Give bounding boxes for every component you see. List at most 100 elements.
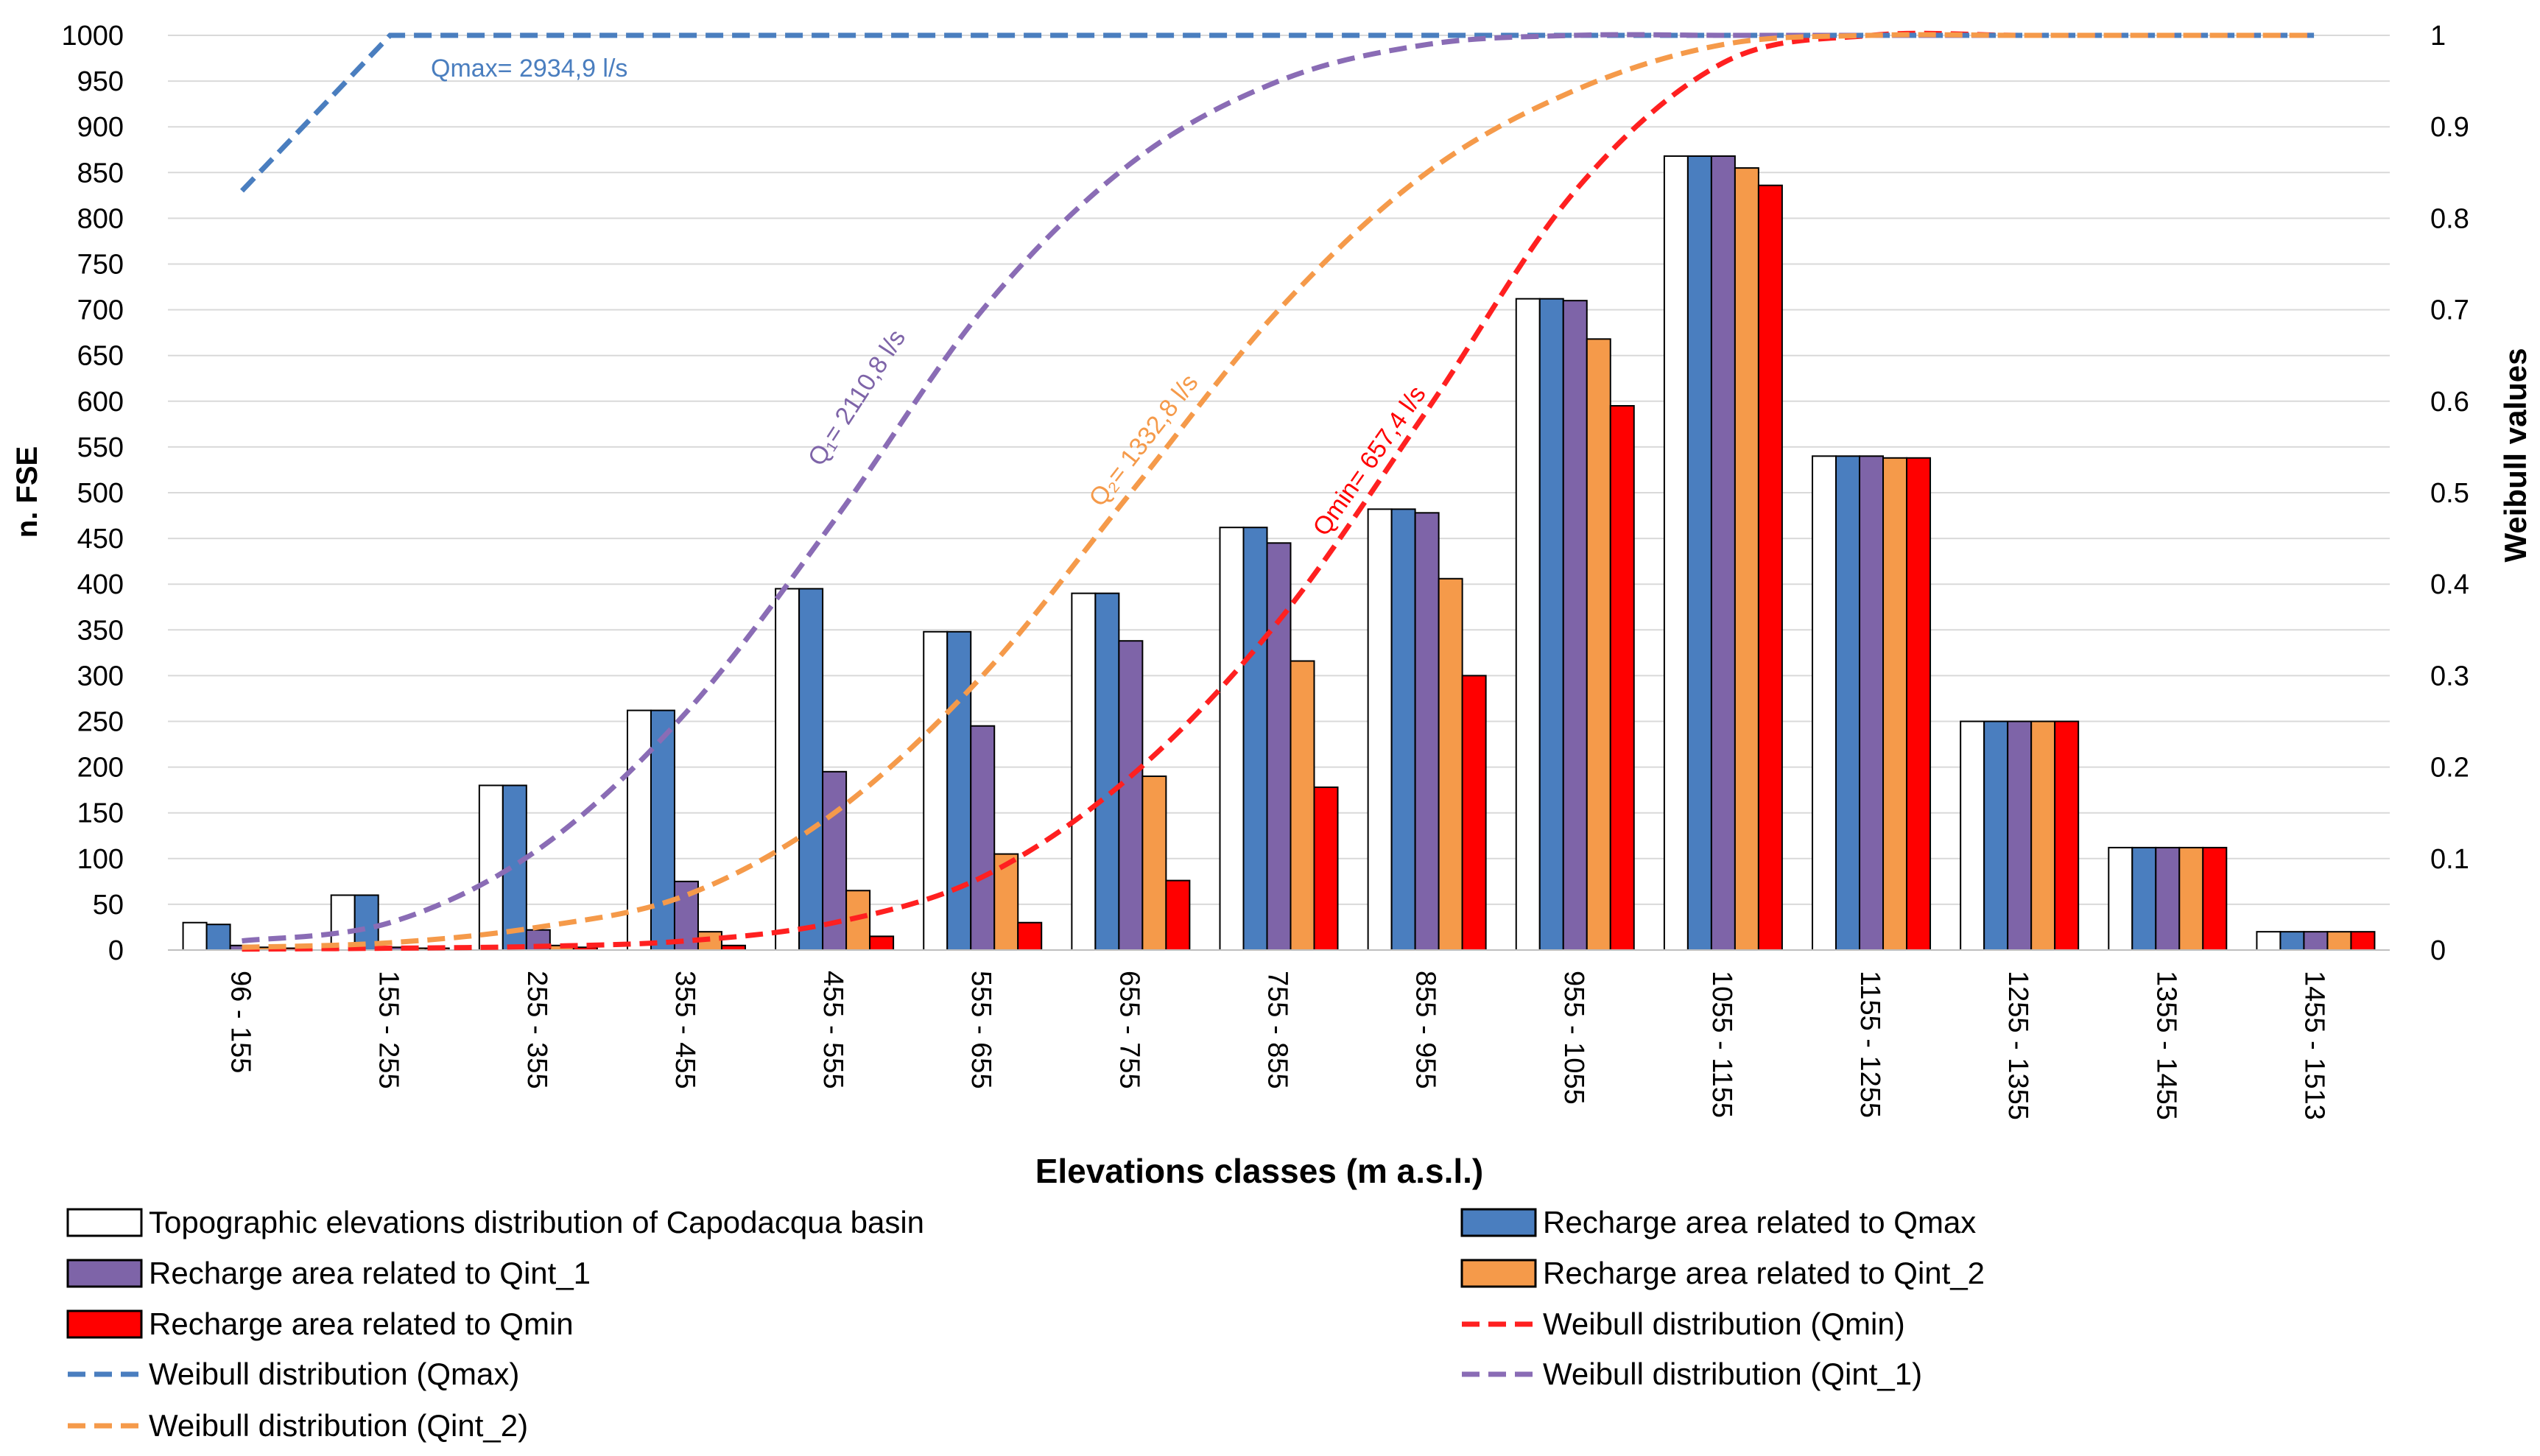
y2-tick-label: 0 bbox=[2430, 935, 2446, 966]
bar bbox=[798, 588, 824, 951]
y2-tick-label: 0.5 bbox=[2430, 478, 2469, 509]
bar bbox=[775, 588, 801, 951]
bar bbox=[869, 935, 895, 951]
y2-tick-label: 0.8 bbox=[2430, 203, 2469, 234]
legend-swatch bbox=[1460, 1208, 1537, 1237]
y2-axis-ticks: 0 0.1 0.2 0.3 0.4 0.5 0.6 0.7 0.8 0.9 1 bbox=[2430, 21, 2469, 966]
bar bbox=[1710, 155, 1736, 952]
legend-label: Recharge area related to Qmin bbox=[149, 1306, 574, 1341]
y2-tick-label: 0.4 bbox=[2430, 569, 2469, 600]
y-tick-label: 750 bbox=[77, 250, 124, 281]
bars bbox=[182, 155, 2376, 952]
y-tick-label: 250 bbox=[77, 707, 124, 738]
y2-tick-label: 0.9 bbox=[2430, 112, 2469, 143]
bar bbox=[1562, 300, 1588, 951]
bar bbox=[2303, 931, 2329, 952]
x-tick-label: 1255 - 1355 bbox=[2002, 971, 2033, 1120]
y-tick-label: 650 bbox=[77, 341, 124, 372]
y-tick-label: 600 bbox=[77, 387, 124, 418]
bar bbox=[182, 921, 208, 951]
bar bbox=[946, 630, 972, 951]
y-tick-label: 700 bbox=[77, 295, 124, 326]
y-axis-title: n. FSE bbox=[11, 446, 43, 538]
annotation-qmax: Qmax= 2934,9 l/s bbox=[431, 54, 627, 82]
y-tick-label: 200 bbox=[77, 753, 124, 784]
bar bbox=[1367, 508, 1393, 951]
bar bbox=[1538, 298, 1564, 952]
weibull-line bbox=[240, 32, 2316, 193]
y-tick-label: 0 bbox=[108, 935, 124, 966]
bar bbox=[2279, 931, 2305, 952]
bar bbox=[1219, 527, 1245, 951]
legend-swatch bbox=[66, 1309, 143, 1339]
bar bbox=[2108, 846, 2133, 951]
y-tick-label: 100 bbox=[77, 844, 124, 875]
bar bbox=[1414, 512, 1440, 951]
weibull-lines bbox=[240, 30, 2316, 952]
y2-tick-label: 0.3 bbox=[2430, 661, 2469, 692]
bar bbox=[1663, 155, 1689, 952]
bar bbox=[2178, 846, 2204, 951]
legend-label: Topographic elevations distribution of C… bbox=[149, 1205, 924, 1239]
legend-swatch bbox=[66, 1208, 143, 1237]
legend-label: Recharge area related to Qint_2 bbox=[1543, 1256, 1985, 1290]
bar bbox=[1609, 405, 1635, 951]
bar bbox=[1071, 592, 1097, 951]
bar bbox=[1290, 660, 1315, 951]
legend: Topographic elevations distribution of C… bbox=[66, 1205, 1985, 1443]
bar bbox=[2030, 720, 2056, 951]
x-tick-label: 755 - 855 bbox=[1262, 971, 1293, 1089]
x-tick-label: 855 - 955 bbox=[1410, 971, 1441, 1089]
bar bbox=[650, 709, 675, 951]
bar bbox=[923, 630, 949, 951]
bar bbox=[1960, 720, 1985, 951]
y-tick-label: 850 bbox=[77, 158, 124, 189]
x-tick-label: 1155 - 1255 bbox=[1854, 971, 1885, 1118]
y-tick-label: 950 bbox=[77, 66, 124, 97]
y-tick-label: 550 bbox=[77, 432, 124, 463]
bar bbox=[2350, 931, 2376, 952]
y2-tick-label: 1 bbox=[2430, 21, 2446, 52]
bar bbox=[993, 853, 1019, 951]
legend-label: Weibull distribution (Qmin) bbox=[1543, 1306, 1905, 1341]
bar bbox=[970, 725, 996, 952]
x-tick-label: 355 - 455 bbox=[669, 971, 700, 1089]
y-tick-label: 300 bbox=[77, 661, 124, 692]
x-tick-label: 955 - 1055 bbox=[1558, 971, 1589, 1105]
bar bbox=[2256, 931, 2282, 952]
bar bbox=[1515, 298, 1541, 952]
bar bbox=[2054, 720, 2080, 951]
weibull-line bbox=[242, 30, 2316, 952]
x-tick-label: 1355 - 1455 bbox=[2150, 971, 2181, 1120]
x-tick-label: 1055 - 1155 bbox=[1706, 971, 1737, 1118]
legend-label: Recharge area related to Qint_1 bbox=[149, 1256, 591, 1290]
y-tick-label: 500 bbox=[77, 478, 124, 509]
bar bbox=[330, 894, 356, 951]
y2-tick-label: 0.6 bbox=[2430, 387, 2469, 418]
bar bbox=[1906, 457, 1932, 951]
x-tick-label: 455 - 555 bbox=[817, 971, 848, 1089]
legend-label: Weibull distribution (Qint_1) bbox=[1543, 1357, 1922, 1391]
legend-label: Weibull distribution (Qmax) bbox=[149, 1357, 519, 1391]
x-tick-label: 255 - 355 bbox=[521, 971, 552, 1089]
y-tick-label: 800 bbox=[77, 203, 124, 234]
bar bbox=[1812, 455, 1837, 951]
bar bbox=[1313, 786, 1339, 951]
legend-swatch bbox=[66, 1259, 143, 1288]
bar bbox=[1017, 921, 1043, 951]
gridlines bbox=[168, 35, 2390, 905]
bar bbox=[1118, 640, 1144, 951]
annotation-q2: Q₂= 1332,8 l/s bbox=[1083, 369, 1203, 512]
x-tick-label: 96 - 155 bbox=[225, 971, 256, 1073]
bar bbox=[1390, 508, 1416, 951]
bar bbox=[2131, 846, 2157, 951]
y-tick-label: 350 bbox=[77, 615, 124, 646]
y-tick-label: 50 bbox=[93, 890, 124, 921]
bar bbox=[845, 890, 871, 952]
bar bbox=[1734, 167, 1759, 952]
bar bbox=[626, 709, 652, 951]
x-tick-label: 1455 - 1513 bbox=[2298, 971, 2329, 1120]
bar bbox=[1882, 457, 1908, 951]
bar bbox=[2326, 931, 2352, 952]
